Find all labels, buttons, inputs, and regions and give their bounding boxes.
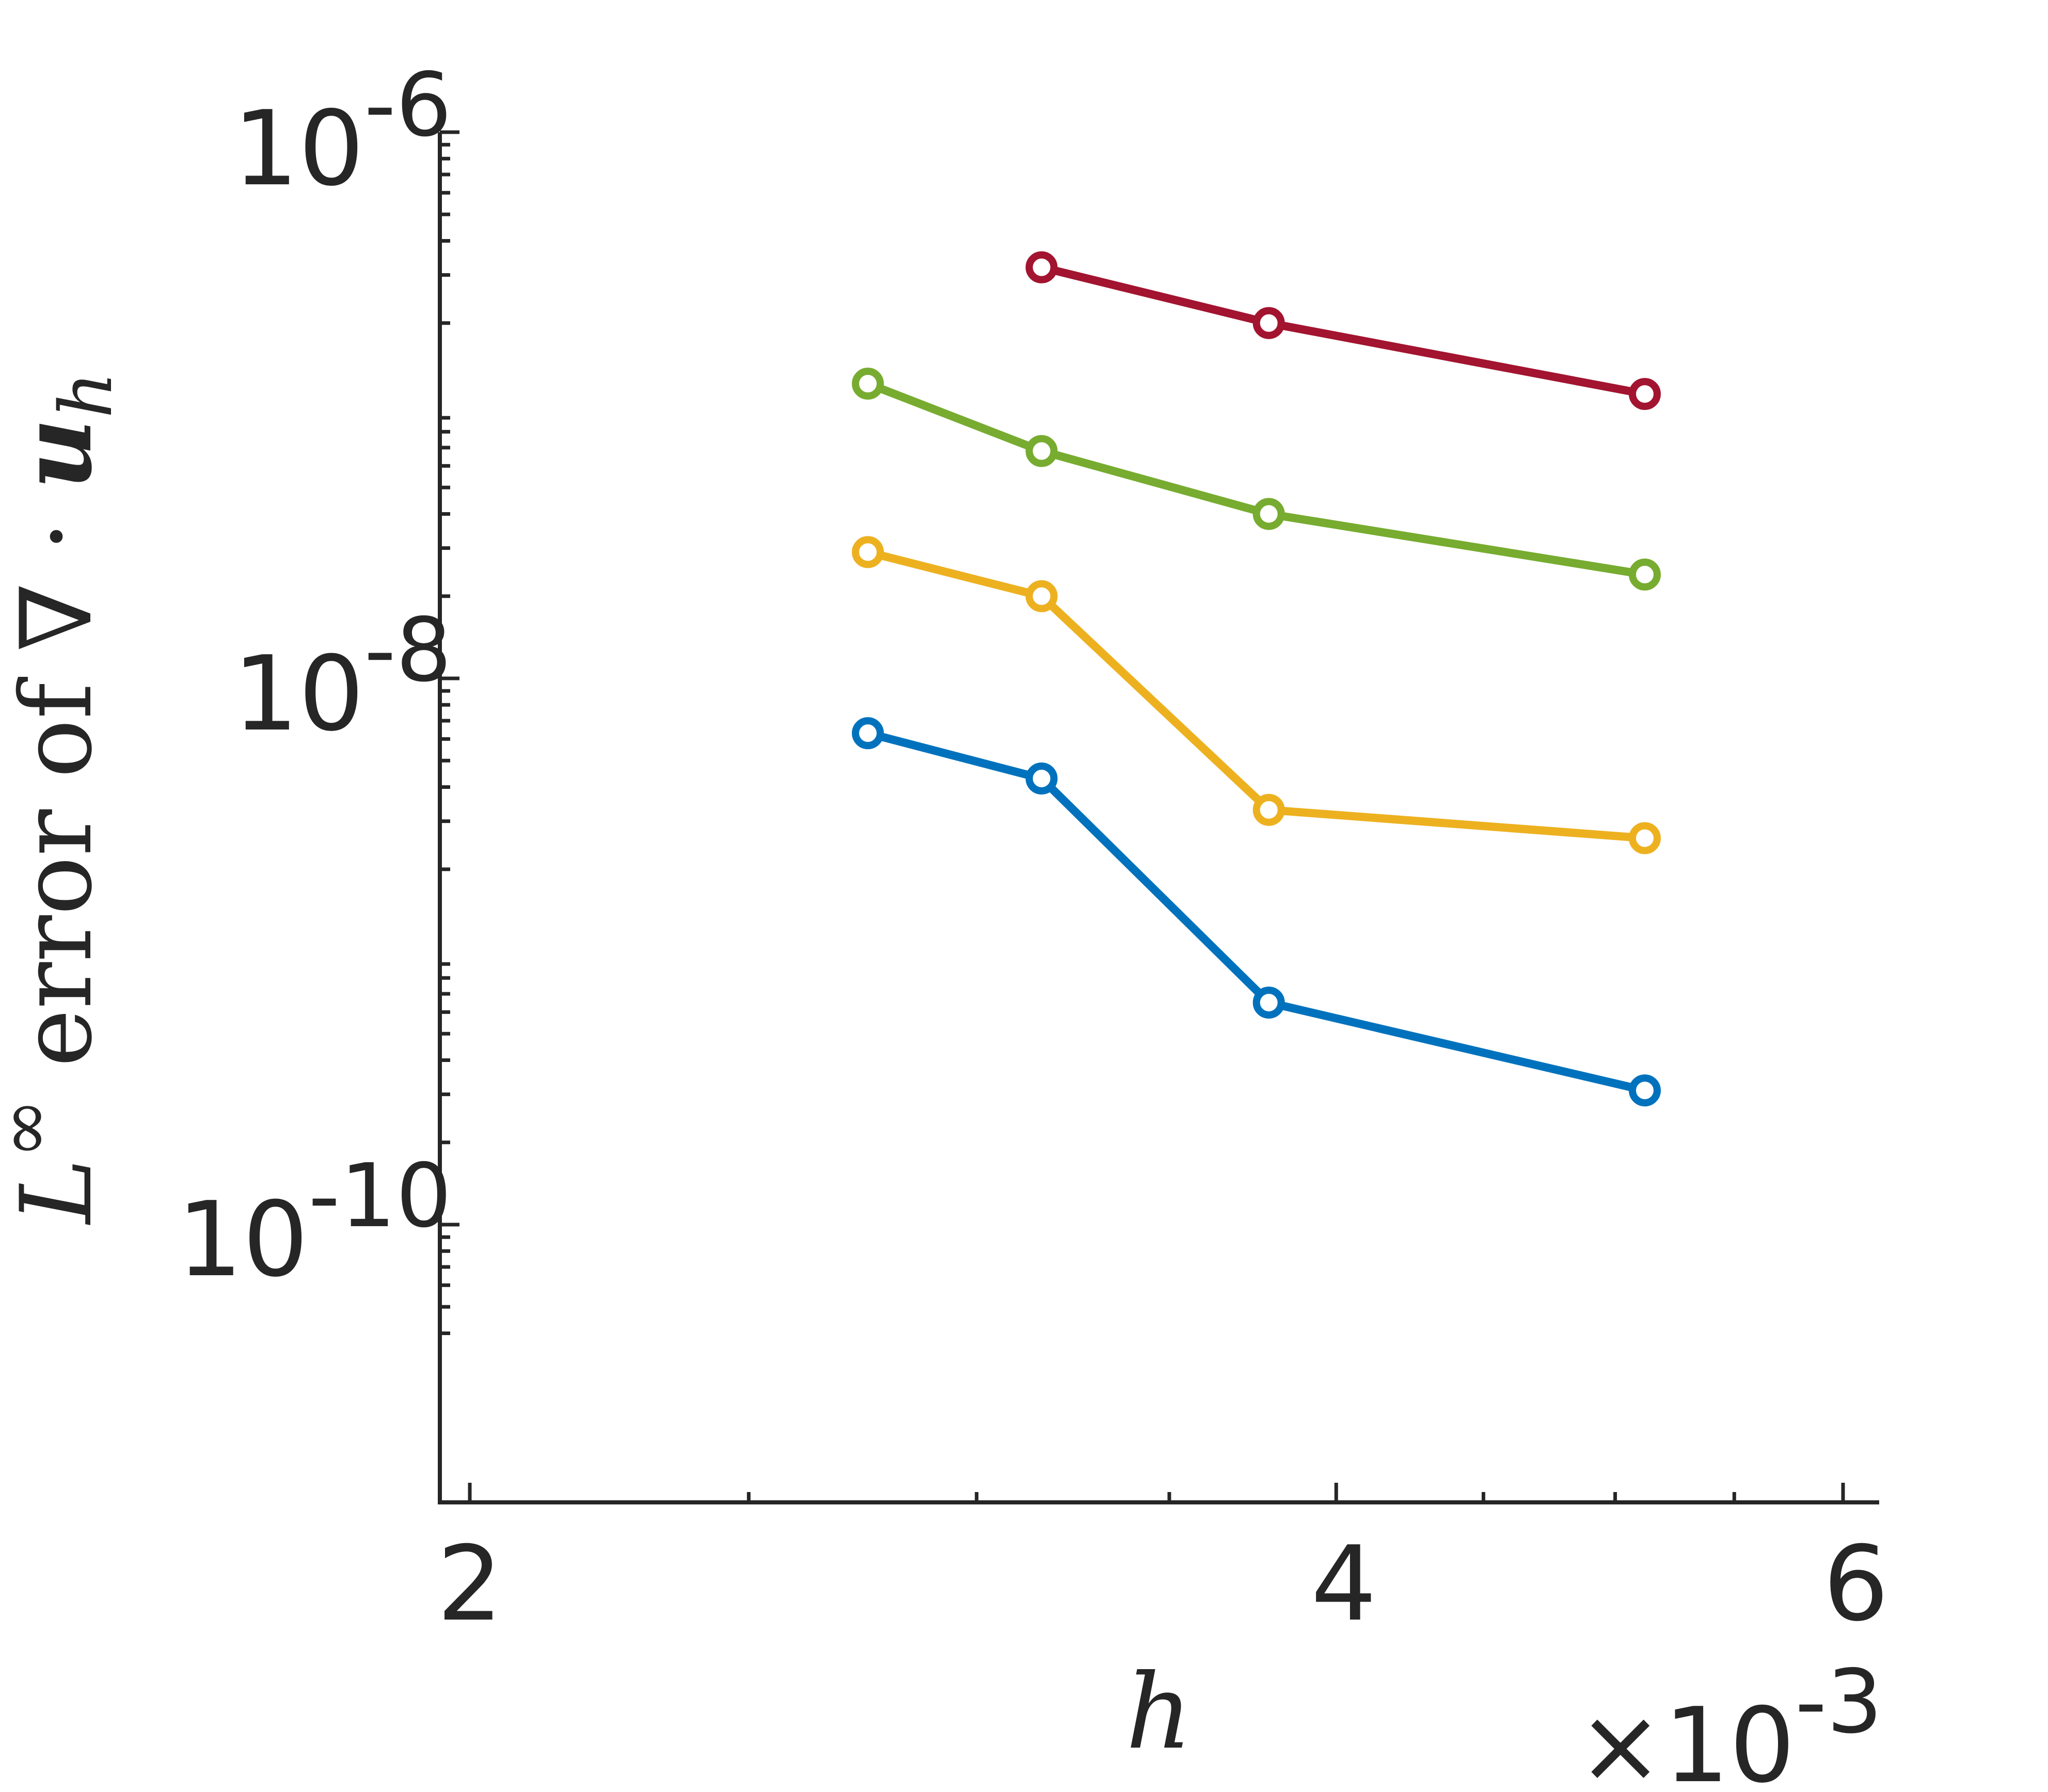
series-1-point-2 (1252, 794, 1285, 826)
y-tick-label-1e-8-exponent: -8 (364, 599, 452, 702)
x-tick-label-2: 2 (437, 1524, 502, 1644)
y-axis-label-sub: h (44, 372, 129, 418)
series-2-point-2 (1252, 498, 1285, 530)
x-multiplier-exponent: -3 (1795, 1651, 1883, 1753)
series-0-point-1 (1025, 762, 1058, 795)
series-3-point-0 (1025, 251, 1058, 283)
series-0 (852, 717, 1661, 1107)
x-axis-label: h (1126, 1652, 1193, 1772)
series-1-point-0 (852, 536, 884, 568)
y-axis-label-base: L (0, 1159, 114, 1225)
series-group (852, 251, 1661, 1107)
series-0-point-2 (1252, 986, 1285, 1019)
series-2-point-1 (1025, 435, 1058, 467)
major-ticks (440, 130, 1845, 1502)
series-0-point-3 (1628, 1074, 1661, 1107)
series-3-point-2 (1628, 378, 1661, 410)
y-axis-label-sup: ∞ (0, 1098, 67, 1159)
y-tick-label-1e-10-base: 10 (177, 1180, 309, 1300)
y-axis-label-var: u (0, 418, 114, 489)
y-tick-label-1e-10-exponent: -10 (308, 1145, 452, 1247)
series-3 (1025, 251, 1661, 410)
axes (438, 132, 1879, 1504)
y-tick-label-1e-8-base: 10 (233, 634, 364, 754)
series-1-point-3 (1628, 822, 1661, 854)
x-tick-label-6: 6 (1823, 1524, 1888, 1644)
series-line-1 (864, 548, 1649, 843)
series-1 (852, 536, 1661, 854)
y-axis-label-text: error of ∇ · (0, 489, 114, 1098)
y-tick-label-1e-10: 10-10 (177, 1145, 452, 1300)
series-2-point-0 (852, 368, 884, 400)
series-line-3 (1037, 263, 1649, 399)
series-line-0 (864, 729, 1649, 1095)
series-line-2 (864, 379, 1649, 579)
series-1-point-1 (1025, 580, 1058, 612)
series-3-point-1 (1252, 307, 1285, 339)
series-2-point-3 (1628, 558, 1661, 591)
x-multiplier: ×10-3 (1577, 1651, 1883, 1792)
y-tick-label-1e-8: 10-8 (233, 599, 452, 754)
series-2 (852, 368, 1661, 591)
y-axis-label: L∞ error of ∇ · uh (0, 372, 129, 1225)
minor-ticks (440, 142, 1736, 1502)
y-tick-label-1e-6: 10-6 (233, 54, 452, 209)
series-0-point-0 (852, 717, 884, 750)
y-tick-label-1e-6-base: 10 (233, 89, 364, 209)
x-tick-label-4: 4 (1311, 1524, 1376, 1644)
x-multiplier-prefix: ×10 (1577, 1686, 1795, 1792)
y-tick-label-1e-6-exponent: -6 (364, 54, 452, 156)
